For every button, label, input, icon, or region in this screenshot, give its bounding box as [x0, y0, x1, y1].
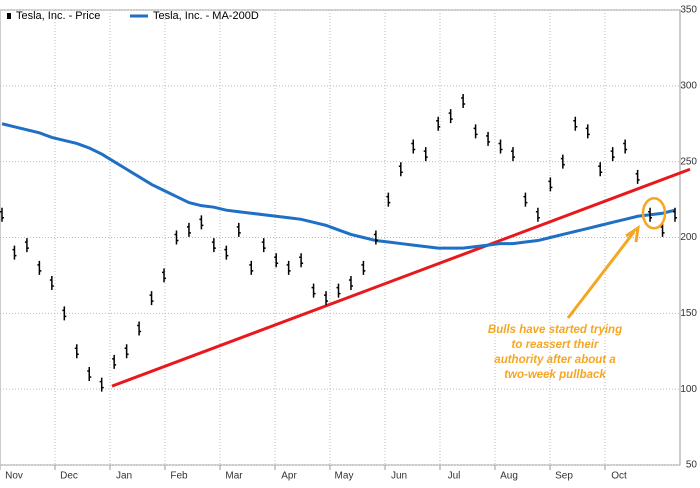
price-bar [49, 276, 54, 290]
price-bar [498, 139, 503, 154]
x-tick-label: May [335, 471, 354, 482]
price-bar [124, 344, 129, 359]
price-bar [361, 260, 366, 275]
price-bar [249, 260, 254, 275]
price-bar [224, 245, 229, 260]
price-bar [0, 207, 4, 222]
price-bar [299, 253, 304, 268]
price-bar [261, 238, 266, 253]
price-bar [423, 147, 428, 162]
price-bar [436, 116, 441, 131]
annotation-text: Bulls have started trying [488, 324, 622, 336]
ma-line [1, 122, 676, 250]
price-bar [12, 245, 17, 260]
price-bar [373, 230, 378, 245]
x-tick-label: Apr [281, 471, 297, 482]
price-bar [623, 139, 628, 154]
price-bar [99, 377, 104, 392]
y-tick-label: 250 [680, 156, 697, 167]
price-bar [274, 253, 279, 268]
price-bar [24, 238, 29, 253]
legend-marker [7, 13, 11, 19]
price-bar [348, 276, 353, 290]
price-bar [573, 116, 578, 131]
price-bar [137, 321, 142, 336]
x-tick-label: Dec [60, 471, 78, 482]
legend-label: Tesla, Inc. - MA-200D [153, 10, 259, 22]
legend-label: Tesla, Inc. - Price [16, 10, 100, 22]
y-tick-label: 150 [680, 308, 697, 319]
price-bar [386, 192, 391, 207]
price-bar [311, 283, 316, 298]
price-bar [486, 131, 491, 146]
price-bar [448, 109, 453, 124]
x-tick-label: Nov [5, 471, 23, 482]
price-bar [37, 260, 42, 275]
annotation-text: authority after about a [494, 354, 616, 366]
annotation-text: two-week pullback [504, 369, 606, 381]
price-bar [398, 162, 403, 177]
x-tick-label: Aug [500, 471, 518, 482]
y-tick-label: 350 [680, 5, 697, 16]
price-bar [87, 367, 92, 381]
price-bar [461, 94, 466, 108]
price-bar [648, 207, 653, 222]
price-bar [162, 268, 167, 283]
x-tick-label: Oct [611, 471, 627, 482]
price-bar [74, 344, 79, 359]
price-bar [211, 238, 216, 253]
price-bar [286, 260, 291, 275]
price-bar [236, 222, 241, 237]
x-tick-label: Mar [225, 471, 243, 482]
x-tick-label: Feb [170, 471, 188, 482]
price-bar [548, 177, 553, 192]
price-bar [62, 306, 67, 321]
price-bar [324, 291, 329, 306]
x-tick-label: Jan [116, 471, 132, 482]
arrow [566, 224, 640, 319]
price-bar [673, 207, 677, 222]
x-tick-label: Jun [391, 471, 407, 482]
price-bar [535, 207, 540, 222]
price-bar [112, 354, 117, 369]
price-bar [199, 215, 204, 230]
price-bar [174, 230, 179, 245]
price-bar [149, 291, 154, 306]
x-tick-label: Sep [555, 471, 573, 482]
price-bar [411, 139, 416, 154]
price-bar [523, 192, 528, 207]
y-tick-label: 300 [680, 80, 697, 91]
price-bar [585, 124, 590, 139]
price-bar [635, 169, 640, 184]
price-bar [186, 222, 191, 237]
price-bar [336, 283, 341, 298]
price-bar [598, 162, 603, 177]
highlight-circle [641, 196, 667, 230]
annotation-text: to reassert their [512, 339, 599, 351]
y-tick-label: 100 [680, 384, 697, 395]
price-bar [473, 124, 478, 139]
price-bar [560, 154, 565, 169]
x-tick-label: Jul [448, 471, 461, 482]
price-bar [610, 147, 615, 162]
y-tick-label: 50 [686, 460, 698, 471]
price-bar [660, 222, 665, 237]
y-tick-label: 200 [680, 232, 697, 243]
price-bar [510, 147, 515, 162]
trendline [111, 167, 691, 388]
